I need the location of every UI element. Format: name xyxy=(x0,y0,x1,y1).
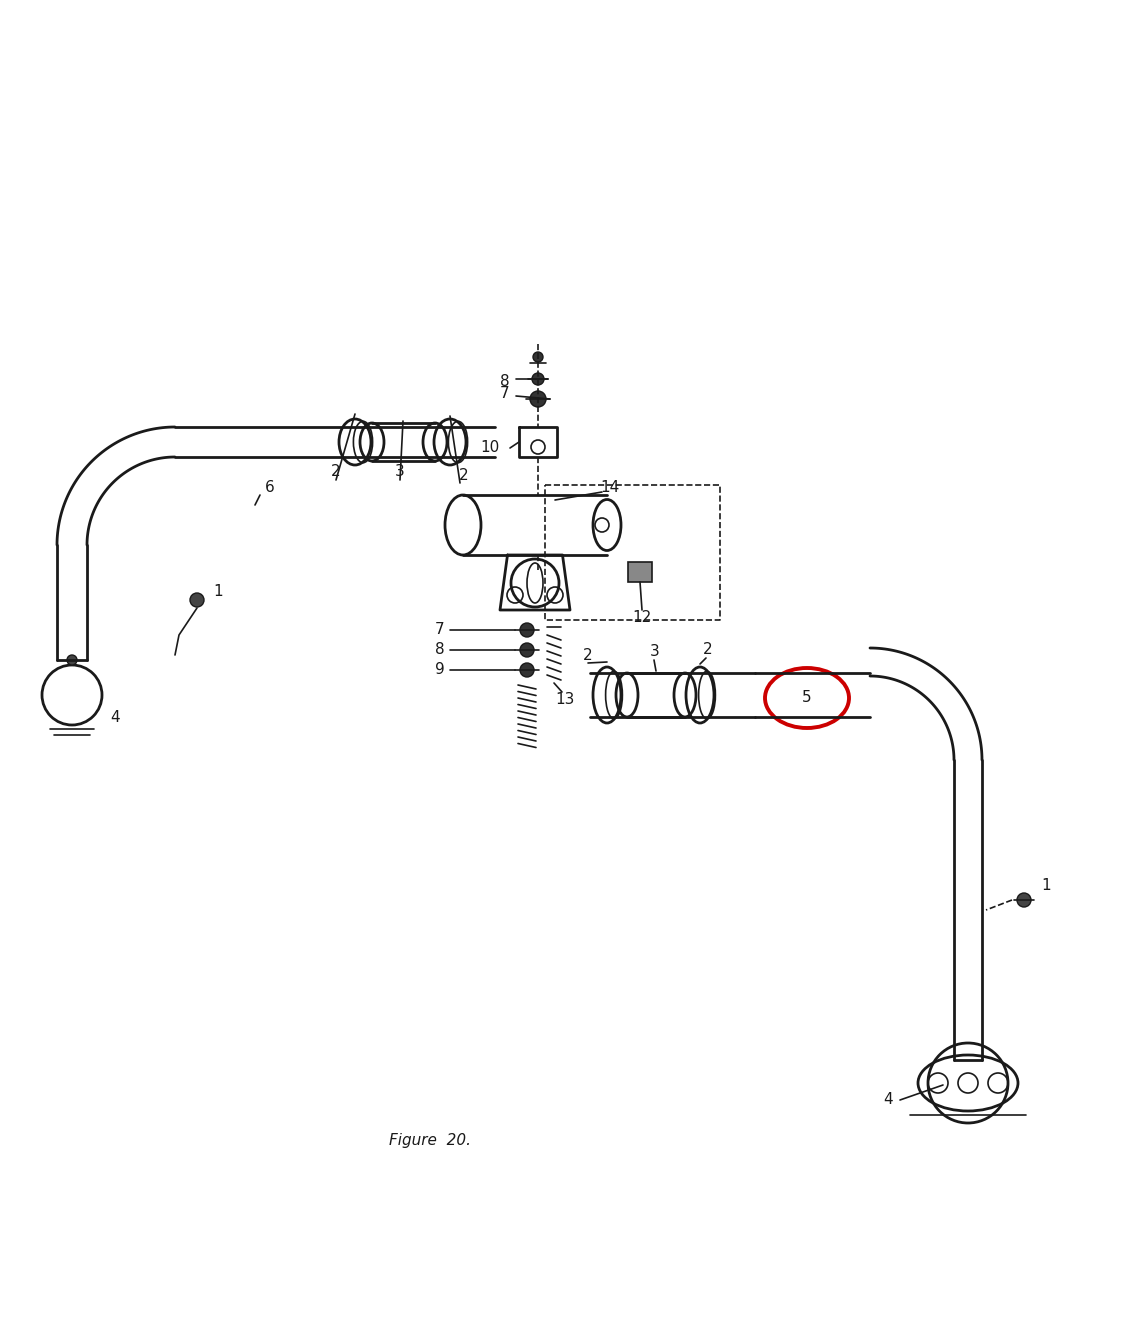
Text: 5: 5 xyxy=(802,690,812,706)
Text: Figure  20.: Figure 20. xyxy=(389,1133,472,1147)
Circle shape xyxy=(532,373,544,385)
Text: 7: 7 xyxy=(500,386,510,402)
Text: 9: 9 xyxy=(435,662,444,677)
Text: 2: 2 xyxy=(583,648,593,662)
Text: 2: 2 xyxy=(459,468,469,483)
Text: 7: 7 xyxy=(435,623,444,637)
Text: 2: 2 xyxy=(332,464,341,480)
Circle shape xyxy=(520,642,534,657)
Text: 14: 14 xyxy=(600,480,619,494)
Text: 3: 3 xyxy=(650,645,660,660)
Text: 8: 8 xyxy=(500,374,510,389)
Circle shape xyxy=(530,391,546,407)
Text: 12: 12 xyxy=(633,611,652,625)
Circle shape xyxy=(67,654,77,665)
Circle shape xyxy=(1017,892,1031,907)
Text: 4: 4 xyxy=(111,710,120,726)
Text: 1: 1 xyxy=(1041,878,1051,892)
Text: 10: 10 xyxy=(481,440,500,456)
Text: 4: 4 xyxy=(883,1092,893,1108)
Circle shape xyxy=(520,664,534,677)
Text: 13: 13 xyxy=(555,693,574,707)
Circle shape xyxy=(534,352,543,362)
Circle shape xyxy=(520,623,534,637)
Text: 3: 3 xyxy=(395,464,405,480)
Circle shape xyxy=(190,594,204,607)
Text: 2: 2 xyxy=(703,642,713,657)
Text: 6: 6 xyxy=(265,480,275,496)
Text: 8: 8 xyxy=(435,642,444,657)
Text: 1: 1 xyxy=(213,584,223,599)
FancyBboxPatch shape xyxy=(628,562,652,582)
